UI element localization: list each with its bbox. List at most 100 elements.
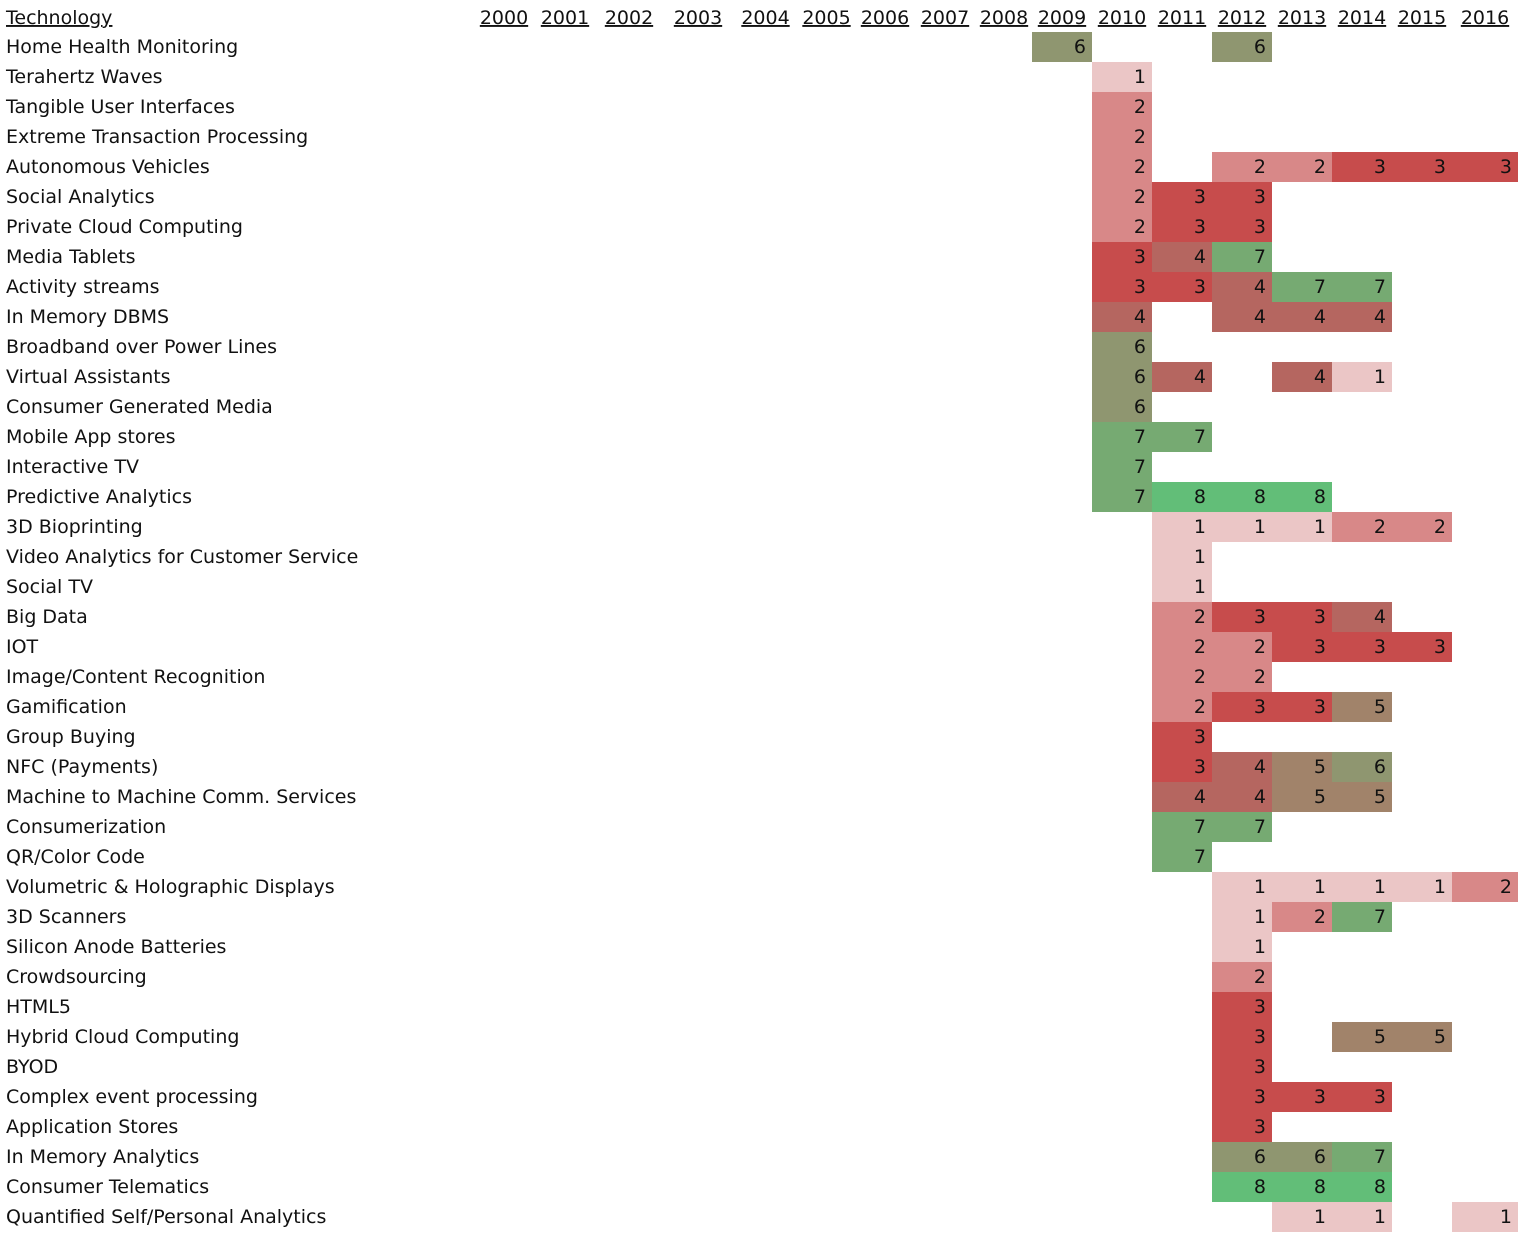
year-header-2001: 2001 (541, 7, 589, 29)
cell-image-content-recognition-2012 (1212, 662, 1272, 692)
cell-value-in-memory-dbms-2013: 4 (1314, 306, 1326, 328)
year-header-2003: 2003 (674, 7, 722, 29)
row-label-consumerization: Consumerization (6, 816, 166, 838)
cell-value-autonomous-vehicles-2015: 3 (1434, 156, 1446, 178)
cell-value-virtual-assistants-2013: 4 (1314, 366, 1326, 388)
row-label-in-memory-analytics: In Memory Analytics (6, 1146, 199, 1168)
cell-extreme-transaction-processing-2010 (1092, 122, 1152, 152)
cell-value-3d-scanners-2014: 7 (1374, 906, 1386, 928)
cell-value-media-tablets-2011: 4 (1194, 246, 1206, 268)
row-label-group-buying: Group Buying (6, 726, 136, 748)
cell-volumetric-holographic-displays-2013 (1272, 872, 1332, 902)
year-header-2009: 2009 (1038, 7, 1086, 29)
cell-value-crowdsourcing-2012: 2 (1254, 966, 1266, 988)
column-header-technology: Technology (5, 7, 112, 29)
cell-value-autonomous-vehicles-2010: 2 (1134, 156, 1146, 178)
cell-nfc-payments-2012 (1212, 752, 1272, 782)
row-label-tangible-user-interfaces: Tangible User Interfaces (5, 96, 235, 118)
row-label-autonomous-vehicles: Autonomous Vehicles (6, 156, 210, 178)
cell-value-quantified-self-personal-analytics-2013: 1 (1314, 1206, 1326, 1228)
cell-value-virtual-assistants-2011: 4 (1194, 366, 1206, 388)
cell-nfc-payments-2011 (1152, 752, 1212, 782)
cell-predictive-analytics-2010 (1092, 482, 1152, 512)
cell-volumetric-holographic-displays-2014 (1332, 872, 1392, 902)
row-label-home-health-monitoring: Home Health Monitoring (6, 36, 238, 58)
cell-value-virtual-assistants-2014: 1 (1374, 366, 1386, 388)
cell-autonomous-vehicles-2016 (1452, 152, 1518, 182)
cell-value-consumer-telematics-2013: 8 (1314, 1176, 1326, 1198)
year-header-2008: 2008 (980, 7, 1028, 29)
row-label-predictive-analytics: Predictive Analytics (6, 486, 192, 508)
cell-big-data-2013 (1272, 602, 1332, 632)
cell-value-gamification-2012: 3 (1254, 696, 1266, 718)
cell-value-social-analytics-2012: 3 (1254, 186, 1266, 208)
cells-layer (1032, 32, 1518, 1232)
cell-social-analytics-2010 (1092, 182, 1152, 212)
cell-value-in-memory-dbms-2010: 4 (1134, 306, 1146, 328)
cell-volumetric-holographic-displays-2015 (1392, 872, 1452, 902)
cell-virtual-assistants-2013 (1272, 362, 1332, 392)
cell-quantified-self-personal-analytics-2016 (1452, 1202, 1518, 1232)
cell-value-complex-event-processing-2013: 3 (1314, 1086, 1326, 1108)
cell-value-in-memory-dbms-2014: 4 (1374, 306, 1386, 328)
cell-value-home-health-monitoring-2012: 6 (1254, 36, 1266, 58)
year-header-2016: 2016 (1461, 7, 1509, 29)
cell-value-mobile-app-stores-2011: 7 (1194, 426, 1206, 448)
cell-qr-color-code-2011 (1152, 842, 1212, 872)
cell-value-html5-2012: 3 (1254, 996, 1266, 1018)
cell-value-social-analytics-2011: 3 (1194, 186, 1206, 208)
row-label-terahertz-waves: Terahertz Waves (5, 66, 163, 88)
cell-value-gamification-2011: 2 (1194, 696, 1206, 718)
cell-value-in-memory-analytics-2012: 6 (1254, 1146, 1266, 1168)
cell-nfc-payments-2014 (1332, 752, 1392, 782)
cell-value-home-health-monitoring-2009: 6 (1074, 36, 1086, 58)
cell-virtual-assistants-2010 (1092, 362, 1152, 392)
cell-value-iot-2011: 2 (1194, 636, 1206, 658)
cell-private-cloud-computing-2011 (1152, 212, 1212, 242)
cell-value-autonomous-vehicles-2013: 2 (1314, 156, 1326, 178)
cell-iot-2011 (1152, 632, 1212, 662)
cell-value-interactive-tv-2010: 7 (1134, 456, 1146, 478)
year-header-2004: 2004 (741, 7, 789, 29)
cell-complex-event-processing-2012 (1212, 1082, 1272, 1112)
cell-quantified-self-personal-analytics-2013 (1272, 1202, 1332, 1232)
row-label-social-analytics: Social Analytics (6, 186, 155, 208)
row-label-3d-bioprinting: 3D Bioprinting (6, 516, 143, 538)
cell-home-health-monitoring-2009 (1032, 32, 1092, 62)
cell-value-private-cloud-computing-2011: 3 (1194, 216, 1206, 238)
cell-value-3d-scanners-2012: 1 (1254, 906, 1266, 928)
cell-complex-event-processing-2014 (1332, 1082, 1392, 1112)
cell-volumetric-holographic-displays-2016 (1452, 872, 1518, 902)
cell-byod-2012 (1212, 1052, 1272, 1082)
cell-3d-bioprinting-2012 (1212, 512, 1272, 542)
row-label-social-tv: Social TV (6, 576, 93, 598)
cell-value-3d-bioprinting-2014: 2 (1374, 516, 1386, 538)
cell-value-application-stores-2012: 3 (1254, 1116, 1266, 1138)
cell-in-memory-dbms-2013 (1272, 302, 1332, 332)
row-label-consumer-telematics: Consumer Telematics (6, 1176, 209, 1198)
row-label-byod: BYOD (6, 1056, 58, 1078)
row-label-volumetric-holographic-displays: Volumetric & Holographic Displays (6, 876, 335, 898)
cell-tangible-user-interfaces-2010 (1092, 92, 1152, 122)
cell-value-3d-bioprinting-2012: 1 (1254, 516, 1266, 538)
cell-complex-event-processing-2013 (1272, 1082, 1332, 1112)
row-label-complex-event-processing: Complex event processing (6, 1086, 258, 1108)
row-label-big-data: Big Data (6, 606, 88, 628)
cell-3d-bioprinting-2015 (1392, 512, 1452, 542)
cell-value-group-buying-2011: 3 (1194, 726, 1206, 748)
cell-private-cloud-computing-2012 (1212, 212, 1272, 242)
row-label-gamification: Gamification (6, 696, 127, 718)
cell-social-analytics-2011 (1152, 182, 1212, 212)
cell-value-in-memory-analytics-2013: 6 (1314, 1146, 1326, 1168)
row-label-hybrid-cloud-computing: Hybrid Cloud Computing (6, 1026, 239, 1048)
cell-predictive-analytics-2013 (1272, 482, 1332, 512)
cell-in-memory-dbms-2014 (1332, 302, 1392, 332)
cell-value-iot-2015: 3 (1434, 636, 1446, 658)
cell-predictive-analytics-2011 (1152, 482, 1212, 512)
row-label-quantified-self-personal-analytics: Quantified Self/Personal Analytics (6, 1206, 326, 1228)
cell-value-big-data-2014: 4 (1374, 606, 1386, 628)
cell-value-quantified-self-personal-analytics-2016: 1 (1500, 1206, 1512, 1228)
cell-value-nfc-payments-2014: 6 (1374, 756, 1386, 778)
cell-in-memory-dbms-2012 (1212, 302, 1272, 332)
